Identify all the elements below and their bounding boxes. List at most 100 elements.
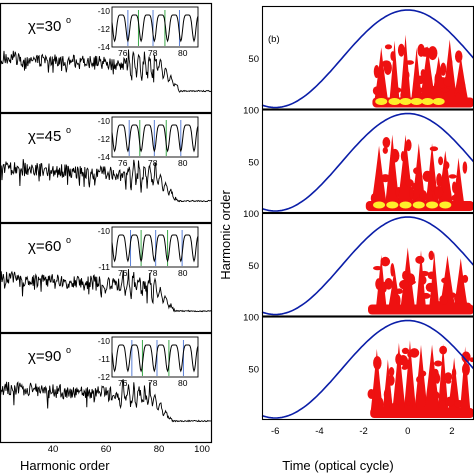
chi-degree: o [66, 125, 71, 135]
panel-a-spectra: χ=30 o 76 78 80 -10 -12 -14 χ=45 o 76 78 80 -10 -12 -14… [0, 2, 213, 455]
heatmap-panel-1: 50 [248, 5, 474, 110]
heatmap-speckle [409, 280, 416, 285]
right-y-tick-label: 50 [248, 364, 259, 375]
heatmap-speckle [469, 357, 474, 363]
heatmap-speckle [393, 87, 402, 93]
heatmap-speckle [416, 375, 424, 384]
heatmap-burst [452, 157, 465, 205]
inset-trace [111, 234, 199, 263]
heatmap-speckle [419, 270, 430, 277]
heatmap-speckle [423, 47, 431, 57]
right-y-axis-title: Harmonic order [218, 190, 233, 280]
heatmap-panel-2: 100 50 [243, 106, 474, 214]
heatmap-speckle [374, 361, 380, 367]
inset-frame [111, 226, 199, 268]
heatmap-hotspot [432, 98, 445, 105]
inset-x-tick-label: 76 [118, 158, 128, 168]
inset-y-tick-label: -12 [98, 372, 111, 382]
left-x-axis-title: Harmonic order [20, 458, 110, 473]
heatmap-speckle [383, 387, 392, 402]
right-x-tick-label: -4 [315, 426, 323, 437]
right-y-tick-label: 100 [243, 313, 259, 324]
heatmap-speckle [451, 195, 457, 201]
heatmap-hotspot [388, 98, 401, 105]
heatmap-speckle [382, 146, 388, 154]
chi-degree: o [66, 235, 71, 245]
spectrum-panel-3: χ=60 o 76 78 80 -10 -11 [0, 222, 213, 334]
heatmap-burst [389, 40, 400, 102]
left-x-tick-label: 60 [101, 444, 112, 455]
heatmap-speckle [372, 86, 381, 96]
heatmap-speckle [405, 179, 414, 188]
right-y-tick-label: 100 [243, 106, 259, 117]
heatmap-speckle [384, 277, 393, 290]
heatmap-speckle [439, 294, 449, 305]
heatmap-speckle [404, 70, 410, 81]
inset-x-tick-label: 78 [148, 158, 158, 168]
inset-y-tick-label: -11 [98, 354, 110, 364]
heatmap-speckle [461, 389, 467, 396]
spectrum-frame [0, 112, 213, 224]
heatmap-speckle [440, 87, 450, 93]
field-envelope-line [261, 216, 474, 316]
right-x-tick-label: 2 [449, 426, 454, 437]
heatmap-burst [400, 34, 412, 102]
heatmap-speckle [451, 367, 457, 379]
heatmap-speckle [399, 279, 409, 290]
heatmap-speckle [375, 278, 382, 290]
heatmap-speckle [448, 57, 453, 71]
inset-trace [111, 124, 199, 153]
inset-y-tick-label: -10 [98, 226, 111, 236]
heatmap-speckle [445, 396, 455, 407]
inset-frame [111, 336, 199, 378]
inset-y-tick-label: -10 [98, 336, 111, 346]
heatmap-speckle [411, 182, 421, 190]
heatmap-speckle [413, 167, 421, 175]
heatmap-speckle [462, 161, 468, 174]
heatmap-speckle [388, 366, 395, 377]
inset-trace [111, 344, 199, 373]
heatmap-burst [459, 346, 471, 412]
heatmap-hotspot [412, 201, 425, 209]
heatmap-speckle [429, 146, 439, 152]
inset-x-tick-label: 80 [178, 48, 188, 58]
heatmap-burst [437, 343, 449, 412]
spectrum-trace [0, 49, 213, 93]
heatmap-speckle [438, 156, 444, 166]
spectrum-trace [0, 269, 213, 313]
heatmap-speckle [390, 148, 400, 163]
right-x-tick-label: -6 [271, 426, 279, 437]
heatmap-speckle [462, 274, 469, 283]
heatmap-speckle [431, 369, 436, 378]
inset-y-tick-label: -10 [98, 6, 111, 16]
heatmap-base-band [368, 304, 474, 315]
right-y-tick-label: 50 [248, 54, 259, 65]
heatmap-burst [429, 252, 440, 309]
left-x-tick-label: 80 [154, 444, 165, 455]
inset-y-tick-label: -12 [98, 134, 111, 144]
inset-plot: 76 78 80 -10 -11 -12 [98, 336, 199, 388]
heatmap-speckle [427, 271, 436, 280]
right-y-tick-label: 50 [248, 157, 259, 168]
right-y-tick-label: 50 [248, 261, 259, 272]
heatmap-speckle [406, 401, 411, 406]
heatmap-speckle [384, 44, 393, 50]
inset-x-tick-label: 76 [118, 268, 128, 278]
heatmap-speckle [401, 365, 408, 370]
inset-x-tick-label: 78 [148, 268, 158, 278]
heatmap-speckle [443, 161, 450, 170]
inset-y-tick-label: -10 [98, 116, 111, 126]
inset-frame [111, 116, 199, 158]
heatmap-hotspot [421, 98, 434, 105]
inset-plot: 76 78 80 -10 -12 -14 [98, 6, 199, 58]
heatmap-speckle [432, 391, 440, 400]
heatmap-speckle [440, 62, 447, 76]
inset-plot: 76 78 80 -10 -12 -14 [98, 116, 199, 168]
heatmap-speckle [434, 185, 444, 199]
heatmap-burst [403, 340, 417, 412]
heatmap-speckle [378, 397, 384, 411]
chi-label: χ=90 [28, 348, 61, 365]
chi-label: χ=60 [28, 238, 61, 255]
heatmap-hotspot [375, 98, 388, 105]
